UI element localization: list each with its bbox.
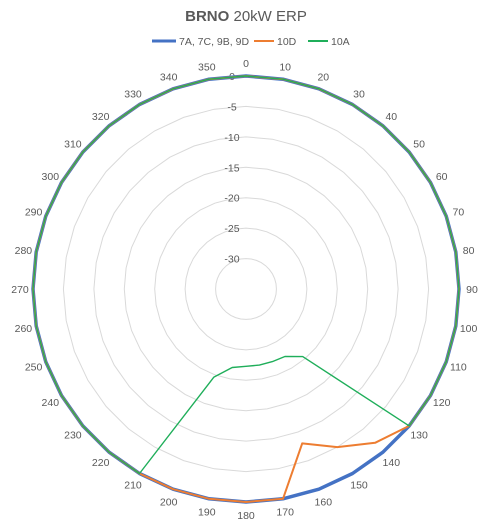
radial-label: -30 xyxy=(224,254,239,266)
angle-label: 350 xyxy=(198,61,216,73)
radial-label: -15 xyxy=(224,162,239,174)
angle-label: 50 xyxy=(413,139,425,151)
grid-ring-3 xyxy=(123,166,369,412)
angle-label: 170 xyxy=(276,507,294,519)
legend: 7A, 7C, 9B, 9D 10D 10A xyxy=(152,36,350,48)
chart-title-rest: 20kW ERP xyxy=(229,8,307,25)
radial-label: -20 xyxy=(224,193,239,205)
angle-label: 260 xyxy=(15,323,33,335)
angle-label: 310 xyxy=(64,139,82,151)
legend-label-1: 10D xyxy=(277,36,297,48)
angle-label: 230 xyxy=(64,429,82,441)
grid-ring-6 xyxy=(215,258,277,320)
angle-label: 120 xyxy=(433,397,451,409)
angle-label: 100 xyxy=(460,323,478,335)
grid-ring-1 xyxy=(62,105,430,473)
angle-label: 60 xyxy=(436,171,448,183)
grid-ring-4 xyxy=(154,197,338,381)
angle-tick-labels: 0 10 20 30 40 50 60 70 80 90 100 110 120 130 140 150 160… xyxy=(11,58,478,522)
chart-title: BRNO 20kW ERP xyxy=(185,8,307,25)
angle-label: 270 xyxy=(11,284,29,296)
legend-label-2: 10A xyxy=(331,36,350,48)
angle-label: 250 xyxy=(25,361,43,373)
angle-label: 90 xyxy=(466,284,478,296)
angle-label: 210 xyxy=(124,480,142,492)
angle-label: 190 xyxy=(198,507,216,519)
angle-label: 10 xyxy=(279,61,291,73)
angle-label: 70 xyxy=(453,207,465,219)
angle-label: 40 xyxy=(385,111,397,123)
angle-label: 150 xyxy=(350,480,368,492)
angle-label: 110 xyxy=(450,361,467,373)
angle-label: 80 xyxy=(463,245,475,257)
angle-label: 30 xyxy=(353,88,365,100)
radial-label: -5 xyxy=(227,101,236,113)
angle-label: 160 xyxy=(315,496,333,508)
angle-label: 140 xyxy=(383,457,401,469)
angle-label: 300 xyxy=(42,171,60,183)
angle-label: 320 xyxy=(92,111,110,123)
angle-label: 330 xyxy=(124,88,142,100)
angle-label: 290 xyxy=(25,207,43,219)
angle-label: 20 xyxy=(317,72,329,84)
series-lines xyxy=(31,74,461,504)
angle-label: 0 xyxy=(243,58,249,70)
angle-label: 220 xyxy=(92,457,110,469)
series-line-0 xyxy=(31,74,461,504)
radial-label: -25 xyxy=(224,223,239,235)
series-line-2 xyxy=(32,75,460,475)
grid-ring-5 xyxy=(184,227,308,351)
legend-label-0: 7A, 7C, 9B, 9D xyxy=(179,36,249,48)
angle-label: 130 xyxy=(410,429,428,441)
angle-label: 340 xyxy=(160,72,178,84)
radial-label: -10 xyxy=(224,132,239,144)
angle-label: 280 xyxy=(15,245,33,257)
angle-label: 240 xyxy=(42,397,60,409)
radial-tick-labels: 0-5-10-15-20-25-30 xyxy=(224,71,239,266)
angle-label: 200 xyxy=(160,496,178,508)
angle-label: 180 xyxy=(237,510,255,522)
grid-ring-2 xyxy=(93,136,399,442)
chart-title-bold: BRNO xyxy=(185,8,229,25)
